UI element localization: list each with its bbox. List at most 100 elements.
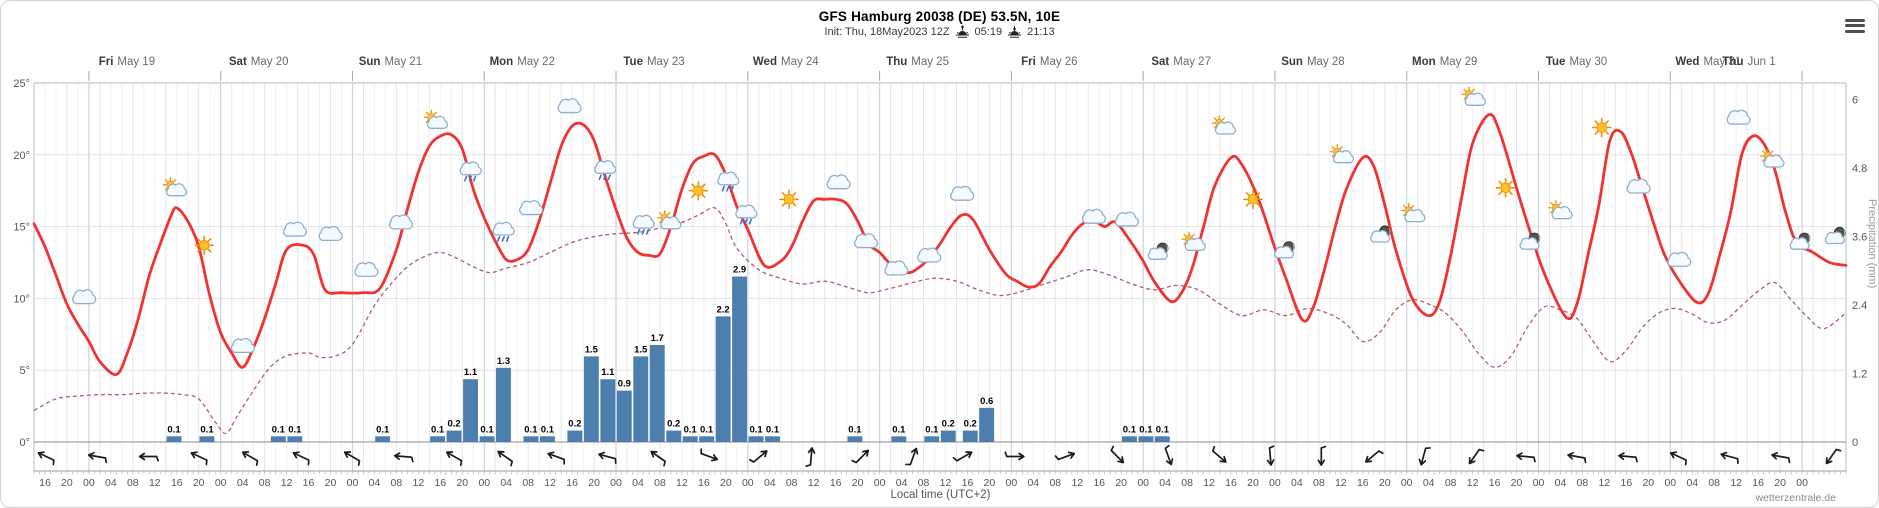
precip-value-label: 0.6: [980, 396, 993, 407]
temp-tick-label: 15°: [13, 222, 30, 234]
weather-icon-cloud: [826, 174, 851, 190]
hour-label: 16: [39, 477, 51, 489]
day-label: Sun May 28: [1281, 56, 1344, 68]
weather-icon-moon-cloud: [1519, 232, 1541, 250]
hour-label: 04: [1423, 477, 1435, 489]
weather-icon-cloud: [230, 337, 255, 354]
hour-label: 12: [808, 477, 820, 489]
watermark: wetterzentrale.de: [1755, 492, 1836, 504]
sunrise-time: 05:19: [974, 25, 1003, 38]
day-label: Sun May 21: [359, 56, 422, 68]
precip-value-label: 1.1: [464, 367, 478, 378]
hour-label: 16: [1489, 477, 1501, 489]
hour-label: 20: [984, 477, 996, 489]
weather-icons: [72, 86, 1846, 354]
precip-value-label: 0.1: [766, 424, 780, 435]
weather-icon-cloud: [557, 98, 582, 114]
wind-arrow: [1825, 448, 1842, 465]
precip-value-label: 0.1: [749, 424, 763, 435]
precip-bar: [1138, 436, 1154, 442]
precip-bar: [649, 345, 665, 442]
wind-arrow: [1468, 448, 1485, 465]
wind-arrows: [37, 444, 1842, 467]
weather-icon-cloud: [354, 261, 379, 277]
precip-bar: [496, 367, 511, 442]
precip-bar: [715, 316, 731, 442]
precip-value-label: 0.2: [568, 419, 581, 430]
wind-arrow: [87, 452, 108, 464]
hour-label: 04: [1686, 477, 1698, 489]
weather-icon-sun-cloud: [423, 109, 449, 129]
precip-value-label: 0.9: [618, 379, 631, 390]
hour-label: 20: [193, 477, 205, 489]
weather-icon-cloud: [917, 247, 942, 263]
day-label: Thu Jun 1: [1722, 56, 1775, 68]
precip-value-label: 0.2: [667, 419, 680, 430]
weather-icon-cloud: [1081, 208, 1106, 224]
hour-label: 16: [303, 477, 315, 489]
wind-arrow: [952, 451, 973, 462]
hour-label: 08: [1313, 477, 1325, 489]
day-label: Tue May 23: [623, 56, 684, 68]
hour-label: 16: [566, 477, 578, 489]
wind-arrow: [138, 452, 159, 462]
temp-tick-label: 10°: [13, 293, 30, 305]
wind-arrow: [1317, 445, 1327, 466]
hour-label: 16: [962, 477, 974, 489]
weather-icon-cloud: [388, 214, 414, 230]
precip-bar: [979, 407, 995, 442]
hour-label: 12: [1599, 477, 1611, 489]
hamburger-menu-icon[interactable]: [1845, 16, 1865, 35]
precip-bar: [523, 436, 539, 442]
hour-label: 00: [874, 477, 886, 489]
hour-label: 00: [347, 477, 359, 489]
precip-bar: [1122, 436, 1137, 442]
wind-arrow: [1669, 451, 1687, 466]
precip-value-label: 0.1: [700, 424, 714, 435]
temperature-line: [32, 113, 1848, 376]
hour-label: 00: [1137, 477, 1149, 489]
precip-tick-label: 3.6: [1852, 232, 1867, 244]
hour-label: 12: [413, 477, 425, 489]
hour-label: 00: [610, 477, 622, 489]
weather-icon-sun-cloud: [1181, 231, 1206, 251]
wind-arrow: [1164, 444, 1174, 466]
hour-label: 00: [742, 477, 754, 489]
wind-arrow: [805, 447, 816, 467]
precip-bar: [270, 436, 286, 442]
wind-arrow: [547, 451, 566, 465]
hour-label: 12: [676, 477, 688, 489]
precip-bar: [199, 436, 215, 442]
hour-label: 00: [83, 477, 95, 489]
precip-value-label: 0.1: [1139, 424, 1153, 435]
weather-icon-moon-cloud: [1274, 241, 1295, 259]
weather-icon-rain: [717, 171, 740, 192]
hour-label: 20: [1642, 477, 1654, 489]
precip-value-label: 0.2: [942, 419, 955, 430]
precip-value-label: 1.7: [651, 333, 664, 344]
hour-label: 00: [1533, 477, 1545, 489]
weather-icon-sun: [194, 235, 214, 256]
precip-tick-label: 0: [1852, 437, 1858, 449]
hour-label: 12: [149, 477, 161, 489]
precip-value-label: 0.1: [892, 424, 906, 435]
weather-icon-cloud: [282, 221, 308, 237]
hour-label: 04: [369, 477, 381, 489]
hour-label: 08: [522, 477, 534, 489]
precip-bar: [600, 379, 616, 442]
hour-label: 20: [1511, 477, 1523, 489]
weather-icon-cloud: [884, 260, 909, 276]
precip-bar: [616, 390, 632, 442]
day-label: Mon May 22: [490, 56, 555, 68]
precip-bar: [924, 436, 940, 442]
precip-bar: [633, 356, 649, 442]
weather-icon-cloud: [72, 289, 97, 305]
precip-value-label: 0.1: [1123, 424, 1137, 435]
precip-value-label: 1.5: [634, 344, 648, 355]
precip-bar: [166, 436, 182, 442]
precip-value-label: 0.1: [272, 424, 286, 435]
precip-bar: [699, 436, 715, 442]
day-axis: Fri May 19 Sat May 20 Sun May 21 Mon May 22 Tue M…: [88, 56, 1803, 81]
weather-icon-cloud: [854, 233, 879, 249]
